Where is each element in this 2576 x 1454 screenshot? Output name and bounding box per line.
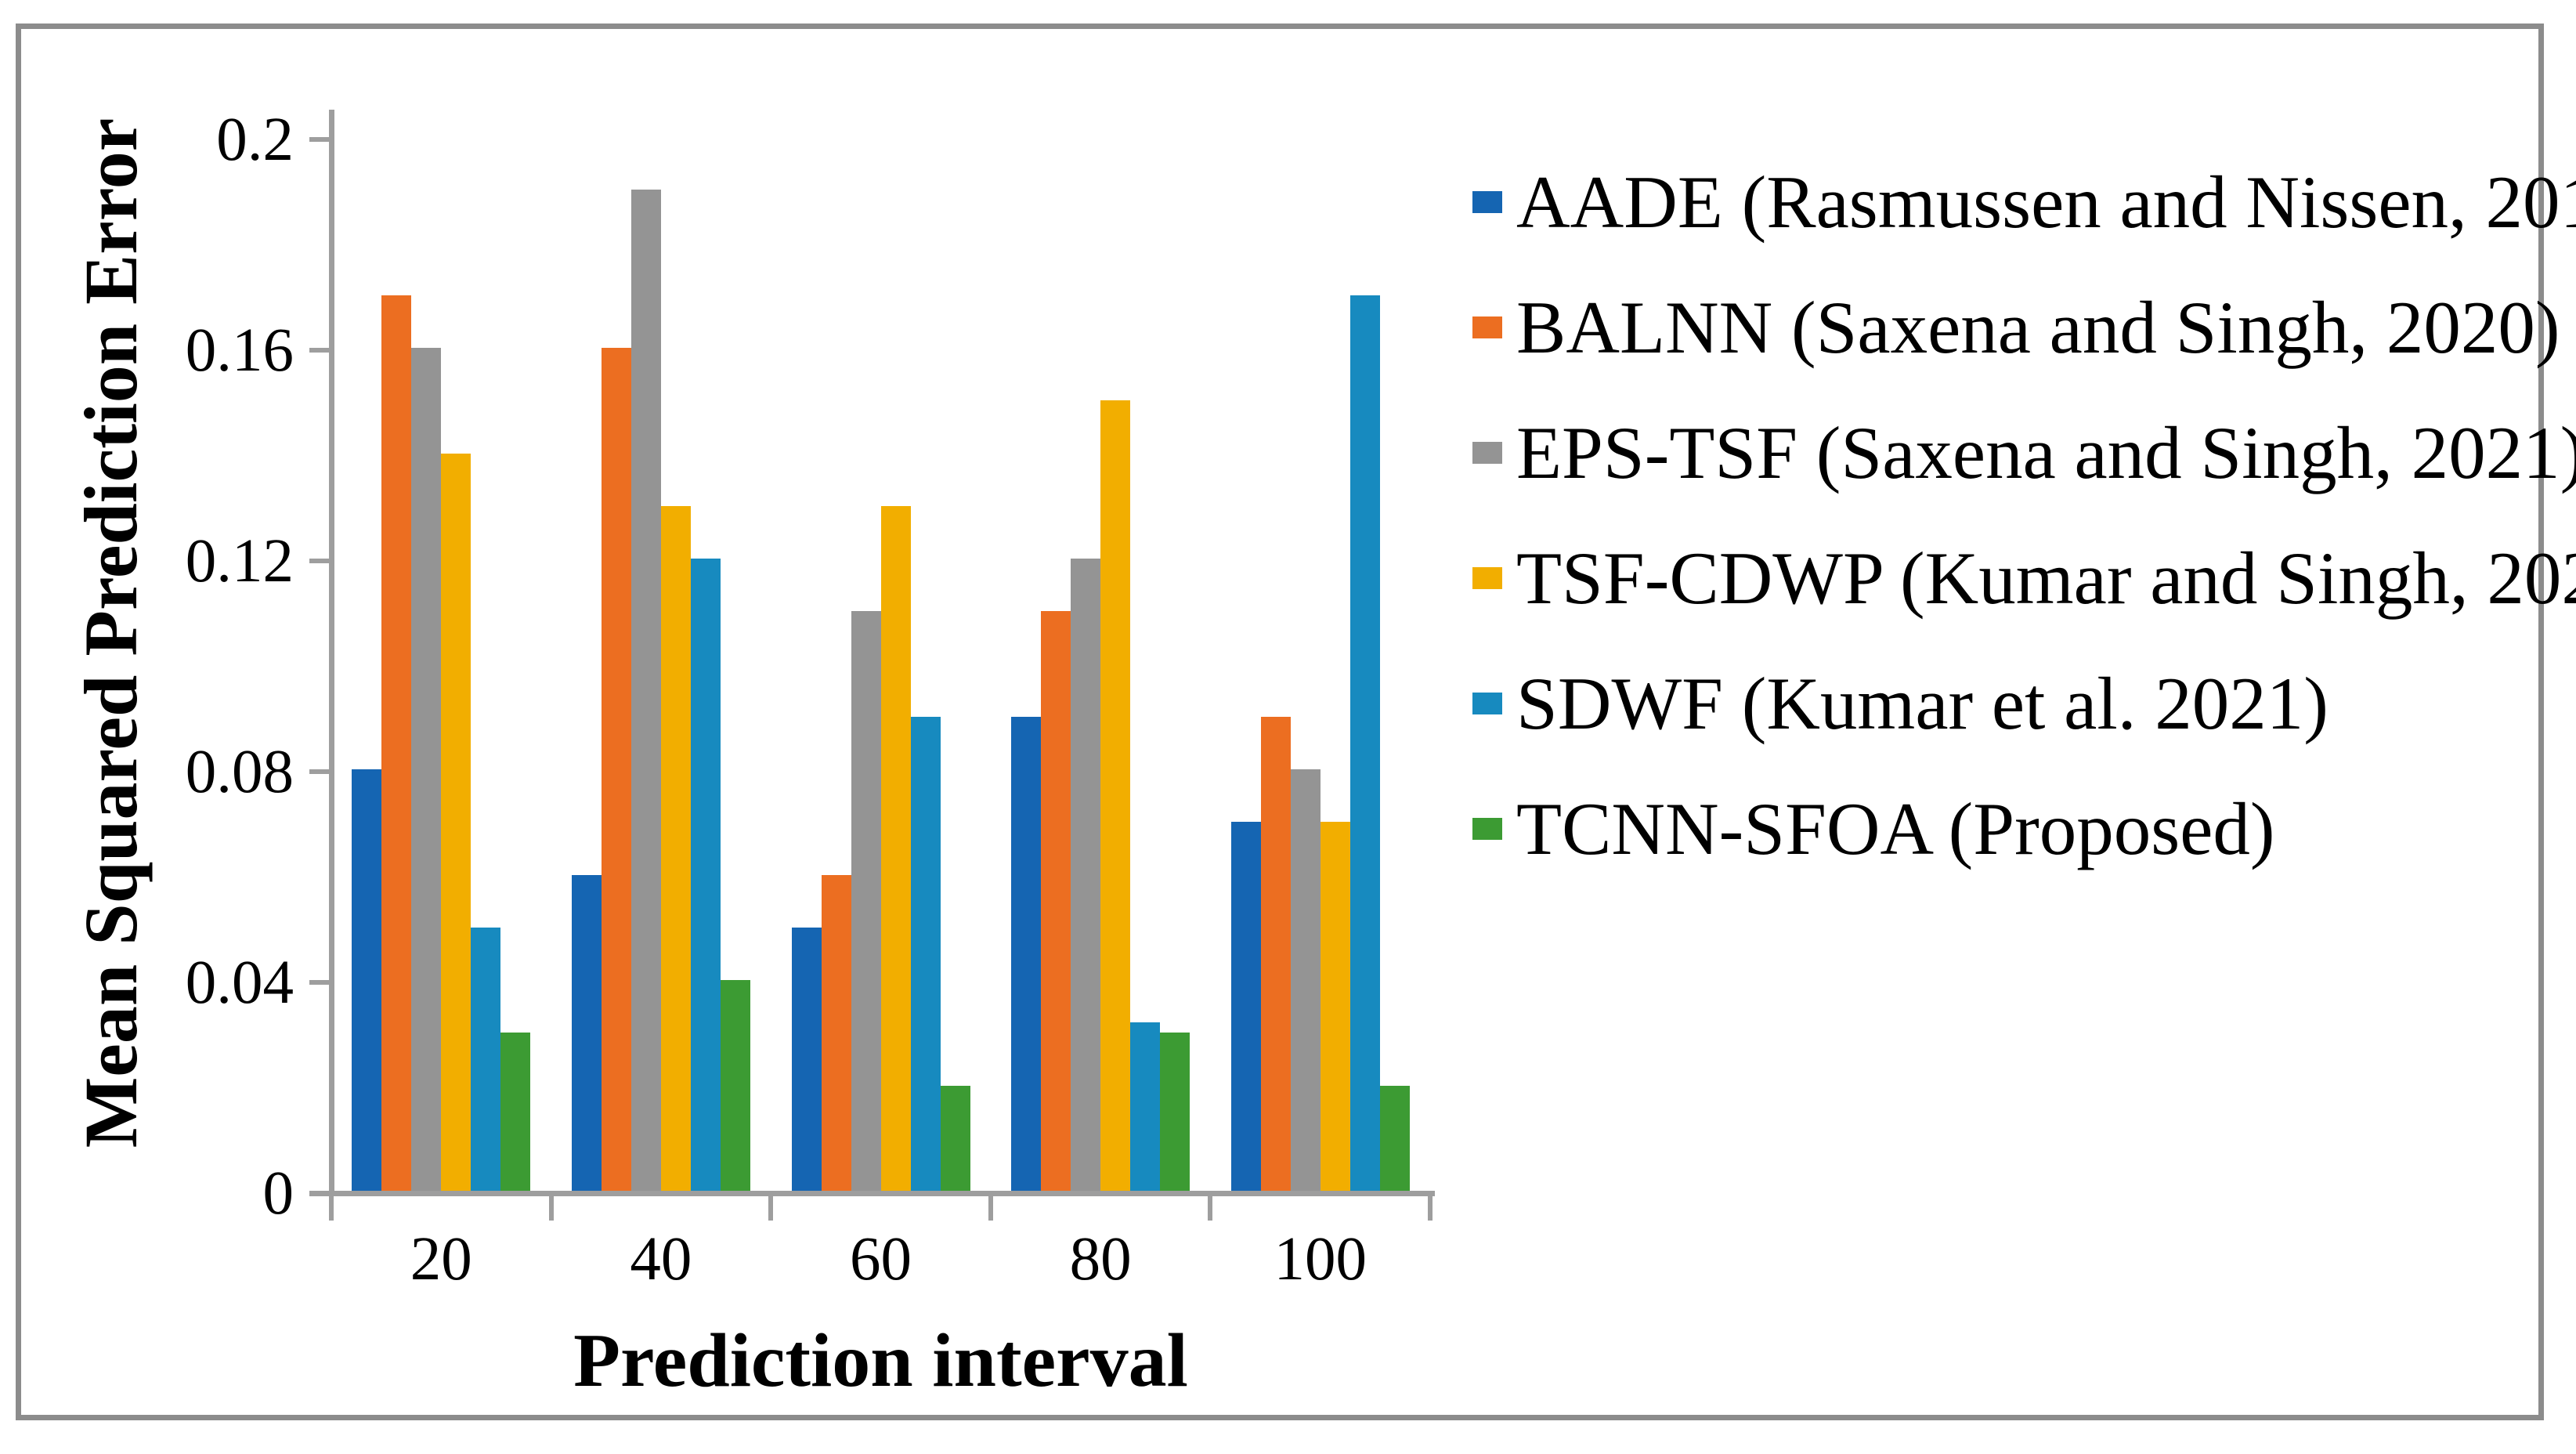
y-tick-label: 0.12: [185, 527, 294, 595]
bar-balnn-20: [381, 295, 412, 1191]
bar-balnn-80: [1041, 611, 1071, 1191]
bar-tcnn-sfoa-100: [1379, 1085, 1410, 1191]
legend-swatch: [1472, 191, 1502, 213]
bar-tsf-cdwp-100: [1320, 822, 1350, 1191]
bar-eps-tsf-80: [1071, 559, 1101, 1191]
bar-sdwf-40: [690, 559, 721, 1191]
y-tick-mark: [309, 980, 331, 985]
bar-balnn-60: [821, 874, 851, 1191]
bar-tsf-cdwp-80: [1100, 400, 1131, 1191]
bar-eps-tsf-20: [411, 348, 442, 1191]
x-tick-label: 20: [410, 1225, 472, 1293]
legend-label: TSF-CDWP (Kumar and Singh, 2021): [1516, 536, 2576, 620]
legend-item: BALNN (Saxena and Singh, 2020): [1472, 284, 2560, 371]
y-tick-mark: [309, 137, 331, 142]
bar-aade-100: [1230, 822, 1261, 1191]
y-tick-mark: [309, 348, 331, 353]
legend-label: TCNN-SFOA (Proposed): [1516, 787, 2275, 870]
x-tick-label: 80: [1069, 1225, 1132, 1293]
bar-eps-tsf-100: [1290, 769, 1321, 1191]
bar-tcnn-sfoa-60: [940, 1085, 970, 1191]
y-tick-label: 0.2: [216, 106, 294, 174]
bar-eps-tsf-40: [630, 190, 661, 1191]
legend-swatch: [1472, 693, 1502, 714]
legend-item: TSF-CDWP (Kumar and Singh, 2021): [1472, 534, 2576, 622]
legend-swatch: [1472, 567, 1502, 589]
bar-sdwf-60: [910, 716, 941, 1191]
bar-sdwf-100: [1349, 295, 1380, 1191]
legend-item: AADE (Rasmussen and Nissen, 2019): [1472, 158, 2576, 246]
y-tick-mark: [309, 1191, 331, 1195]
bar-aade-60: [791, 927, 822, 1191]
y-tick-label: 0.08: [185, 738, 294, 806]
y-tick-label: 0.16: [185, 316, 294, 385]
bar-sdwf-20: [471, 927, 501, 1191]
x-tick-label: 40: [630, 1225, 692, 1293]
bar-tcnn-sfoa-40: [720, 980, 750, 1191]
y-tick-mark: [309, 769, 331, 774]
bar-tsf-cdwp-20: [441, 453, 471, 1191]
bar-tcnn-sfoa-80: [1160, 1033, 1190, 1191]
legend-item: EPS-TSF (Saxena and Singh, 2021): [1472, 409, 2576, 497]
bar-tsf-cdwp-40: [660, 505, 691, 1191]
x-tick-mark: [1208, 1191, 1213, 1221]
legend-label: AADE (Rasmussen and Nissen, 2019): [1516, 160, 2576, 244]
x-tick-label: 60: [850, 1225, 912, 1293]
legend-item: TCNN-SFOA (Proposed): [1472, 785, 2275, 873]
x-tick-mark: [988, 1191, 993, 1221]
bar-tcnn-sfoa-20: [500, 1033, 531, 1191]
x-tick-mark: [329, 1191, 334, 1221]
x-tick-mark: [1428, 1191, 1433, 1221]
bar-aade-80: [1011, 716, 1042, 1191]
bar-aade-40: [571, 874, 602, 1191]
bar-balnn-40: [601, 348, 631, 1191]
bar-tsf-cdwp-60: [880, 505, 911, 1191]
y-tick-label: 0.04: [185, 949, 294, 1017]
y-tick-label: 0: [262, 1159, 294, 1228]
legend-swatch: [1472, 442, 1502, 464]
legend-swatch: [1472, 316, 1502, 338]
figure-border: [16, 24, 2544, 1420]
legend-label: BALNN (Saxena and Singh, 2020): [1516, 285, 2560, 369]
bar-sdwf-80: [1130, 1022, 1161, 1191]
legend-label: EPS-TSF (Saxena and Singh, 2021): [1516, 411, 2576, 494]
y-tick-mark: [309, 559, 331, 563]
legend-item: SDWF (Kumar et al. 2021): [1472, 660, 2329, 747]
bar-eps-tsf-60: [851, 611, 881, 1191]
y-axis-line: [329, 110, 334, 1196]
legend-label: SDWF (Kumar et al. 2021): [1516, 661, 2329, 745]
x-axis-title: Prediction interval: [573, 1318, 1188, 1403]
x-tick-label: 100: [1274, 1225, 1367, 1293]
x-axis-line: [309, 1191, 1435, 1196]
bar-aade-20: [352, 769, 382, 1191]
x-tick-mark: [548, 1191, 554, 1221]
x-tick-mark: [768, 1191, 774, 1221]
legend-swatch: [1472, 818, 1502, 840]
bar-balnn-100: [1260, 716, 1291, 1191]
